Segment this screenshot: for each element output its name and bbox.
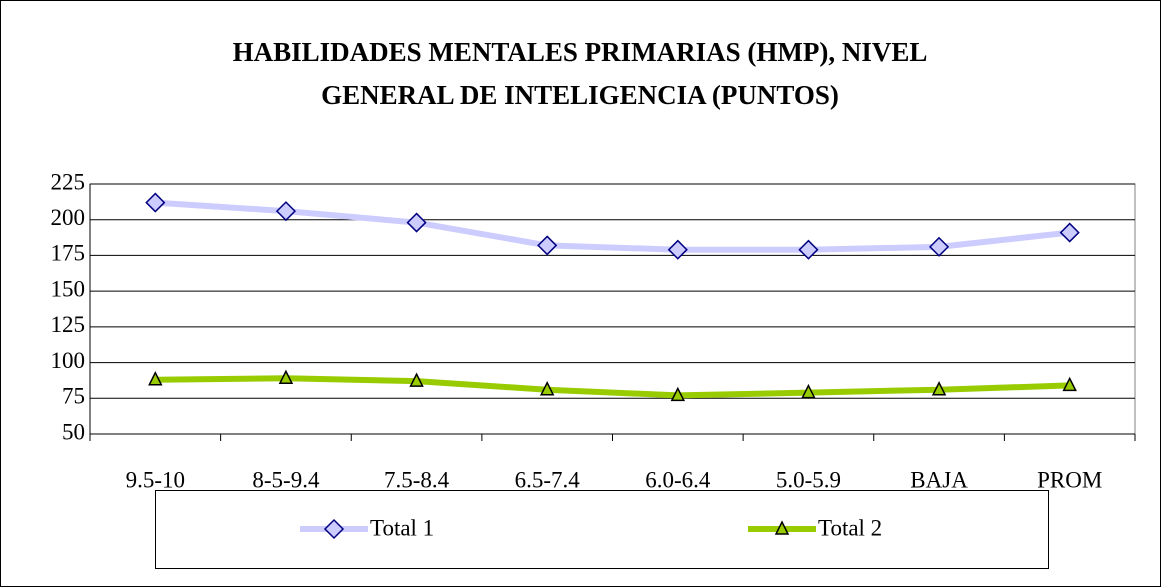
legend-marker (323, 518, 345, 540)
data-point (931, 381, 947, 396)
data-point (539, 381, 555, 396)
data-point (537, 235, 558, 256)
x-tick-label: 5.0-5.9 (776, 467, 841, 492)
plot-area (89, 183, 1136, 435)
y-tick-label: 150 (51, 276, 86, 301)
data-point (278, 369, 294, 385)
x-tick-label: 6.5-7.4 (515, 467, 581, 492)
legend-label: Total 1 (370, 515, 434, 540)
x-tick-label: 8-5-9.4 (252, 467, 320, 492)
data-point (145, 192, 166, 213)
chart-title: HABILIDADES MENTALES PRIMARIAS (HMP), NI… (233, 37, 928, 67)
data-point (1059, 222, 1080, 243)
data-point (667, 239, 688, 260)
y-tick-label: 50 (62, 419, 85, 444)
x-tick-label: 6.0-6.4 (645, 467, 711, 492)
legend-label: Total 2 (818, 515, 882, 540)
x-tick-label: 9.5-10 (126, 467, 185, 492)
x-tick-label: BAJA (910, 467, 968, 492)
data-point (798, 239, 819, 260)
data-point (148, 371, 163, 386)
y-tick-label: 125 (51, 312, 86, 337)
data-point (670, 386, 686, 402)
chart-title: GENERAL DE INTELIGENCIA (PUNTOS) (321, 80, 839, 110)
legend (155, 490, 1049, 569)
x-tick-label: PROM (1037, 467, 1102, 492)
y-tick-label: 100 (51, 348, 86, 373)
y-tick-label: 75 (62, 384, 85, 409)
legend-marker (774, 520, 790, 535)
data-point (275, 201, 296, 222)
series-line (155, 199, 1071, 253)
data-point (406, 212, 427, 233)
data-point (1062, 376, 1077, 392)
series-line (155, 375, 1070, 399)
x-tick-label: 7.5-8.4 (384, 467, 450, 492)
y-tick-label: 200 (51, 205, 86, 230)
data-point (801, 383, 816, 399)
y-tick-label: 175 (51, 241, 86, 266)
data-point (409, 372, 424, 387)
y-tick-label: 225 (51, 169, 86, 194)
data-point (929, 236, 950, 257)
